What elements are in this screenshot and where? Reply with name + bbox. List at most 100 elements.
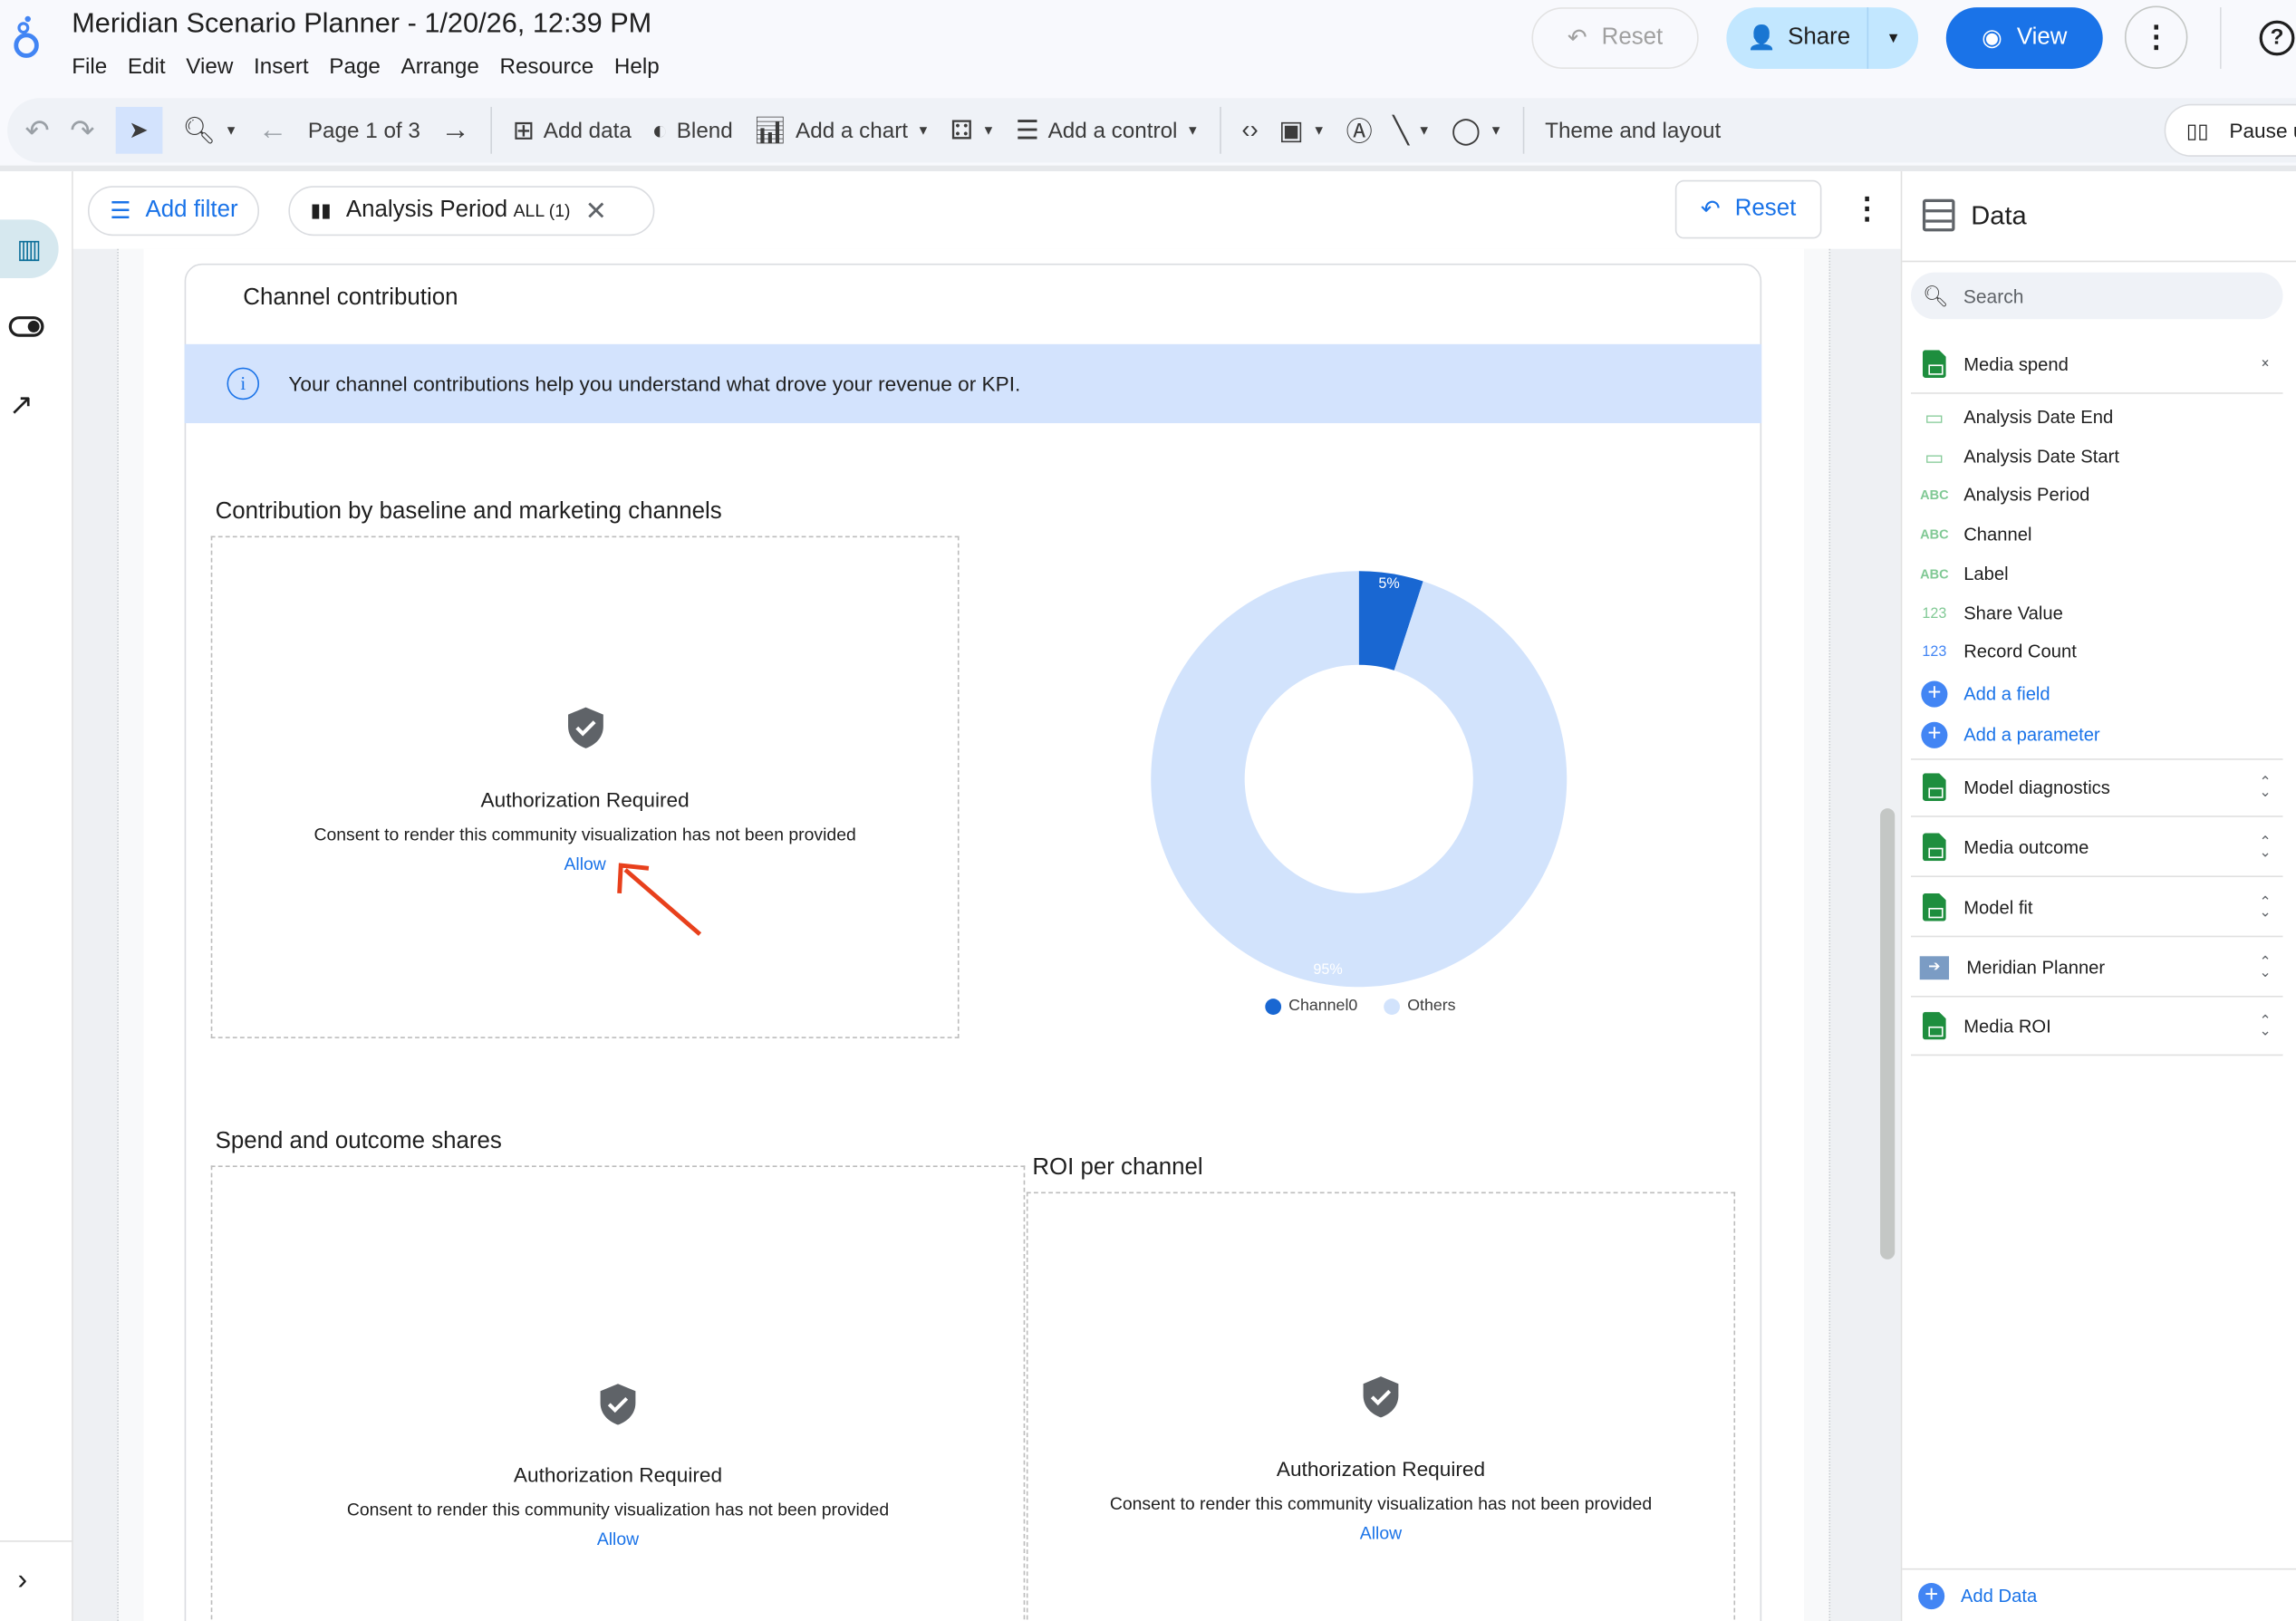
allow-link[interactable]: Allow bbox=[596, 1529, 640, 1549]
add-circle-icon: + bbox=[1918, 1583, 1945, 1610]
menu-resource[interactable]: Resource bbox=[499, 53, 594, 80]
report-page-icon[interactable]: ▥ bbox=[0, 219, 59, 279]
menu-page[interactable]: Page bbox=[329, 53, 381, 80]
field-item[interactable]: ABC Channel bbox=[1911, 520, 2280, 549]
shape-icon[interactable]: ◯ ▼ bbox=[1451, 114, 1503, 145]
add-circle-icon: + bbox=[1921, 721, 1948, 748]
close-icon[interactable]: ✕ bbox=[584, 195, 608, 226]
expand-icon[interactable]: ⌃ ⌄ bbox=[2259, 1012, 2272, 1039]
divider bbox=[2220, 7, 2222, 69]
section-title: Contribution by baseline and marketing c… bbox=[215, 499, 722, 525]
filter-more-icon[interactable]: ⋮ bbox=[1852, 193, 1882, 226]
divider bbox=[1902, 260, 2296, 263]
view-button[interactable]: ◉ View bbox=[1945, 7, 2103, 69]
line-icon[interactable]: ╲ ▼ bbox=[1393, 114, 1431, 145]
add-field-button[interactable]: + Add a field bbox=[1911, 680, 2280, 709]
divider bbox=[1522, 106, 1525, 154]
menu-edit[interactable]: Edit bbox=[127, 53, 166, 80]
menu-file[interactable]: File bbox=[72, 53, 108, 80]
share-dropdown-caret[interactable]: ▼ bbox=[1867, 7, 1919, 69]
looker-studio-logo[interactable] bbox=[12, 14, 41, 66]
menu-help[interactable]: Help bbox=[613, 53, 660, 80]
prev-page-icon[interactable]: ← bbox=[257, 113, 288, 146]
data-source-media-spend[interactable]: Media spend ⌄ ⌃ bbox=[1911, 335, 2283, 394]
add-parameter-button[interactable]: + Add a parameter bbox=[1911, 720, 2280, 749]
data-source-media-roi[interactable]: Media ROI ⌃ ⌄ bbox=[1911, 998, 2283, 1057]
menu-arrange[interactable]: Arrange bbox=[400, 53, 479, 80]
menu-view[interactable]: View bbox=[186, 53, 234, 80]
data-source-model-diagnostics[interactable]: Model diagnostics ⌃ ⌄ bbox=[1911, 758, 2283, 817]
sheets-icon bbox=[1922, 1011, 1946, 1040]
add-data-button[interactable]: ⊞ Add data bbox=[512, 114, 632, 145]
allow-link[interactable]: Allow bbox=[1359, 1522, 1403, 1544]
donut-slice-others[interactable] bbox=[1151, 571, 1568, 988]
text-box-icon[interactable]: Ⓐ bbox=[1346, 117, 1373, 147]
analysis-period-filter-chip[interactable]: ▮▮ Analysis Period ALL (1) ✕ bbox=[288, 186, 655, 236]
slice-label: 95% bbox=[1313, 961, 1342, 978]
undo-icon[interactable]: ↶ bbox=[24, 114, 50, 148]
data-source-media-outcome[interactable]: Media outcome ⌃ ⌄ bbox=[1911, 818, 2283, 878]
header-reset-button[interactable]: ↶ Reset bbox=[1531, 7, 1699, 69]
theme-layout-button[interactable]: Theme and layout bbox=[1545, 118, 1722, 143]
field-item[interactable]: ▭ Analysis Date End bbox=[1911, 402, 2280, 431]
select-cursor-icon[interactable]: ➤ bbox=[114, 106, 162, 154]
expand-icon[interactable]: ⌃ ⌄ bbox=[2259, 774, 2272, 801]
allow-link[interactable]: Allow bbox=[564, 854, 606, 874]
field-item[interactable]: ABC Label bbox=[1911, 559, 2280, 588]
expand-icon[interactable]: ⌃ ⌄ bbox=[2259, 893, 2272, 921]
canvas-scrollbar[interactable] bbox=[1880, 808, 1896, 1259]
next-page-icon[interactable]: → bbox=[440, 113, 470, 146]
menu-bar: File Edit View Insert Page Arrange Resou… bbox=[72, 54, 660, 79]
redo-icon[interactable]: ↷ bbox=[70, 114, 95, 148]
expand-icon[interactable]: ⌃ ⌄ bbox=[2259, 834, 2272, 861]
text-type-icon: ABC bbox=[1920, 487, 1949, 503]
info-icon: i bbox=[227, 367, 260, 400]
toolbar: ↶ ↷ ➤ 🔍︎ ▼ ← Page 1 of 3 → ⊞ Add data ◐ Ble… bbox=[7, 98, 2296, 163]
expand-chevron-icon[interactable]: › bbox=[17, 1563, 28, 1597]
add-control-button[interactable]: ☰ Add a control ▼ bbox=[1015, 114, 1200, 145]
filter-reset-button[interactable]: ↶ Reset bbox=[1674, 179, 1822, 239]
page-indicator[interactable]: Page 1 of 3 bbox=[307, 118, 420, 143]
data-source-meridian-planner[interactable]: ➔ Meridian Planner ⌃ ⌄ bbox=[1911, 939, 2283, 998]
red-arrow-annotation bbox=[617, 863, 702, 936]
pause-updates-button[interactable]: ▯▯Pause u bbox=[2164, 103, 2296, 157]
menu-insert[interactable]: Insert bbox=[254, 53, 309, 80]
date-icon: ▭ bbox=[1925, 404, 1944, 429]
field-item[interactable]: 123 Record Count bbox=[1911, 637, 2280, 666]
more-options-button[interactable]: ⋮ bbox=[2124, 5, 2188, 69]
add-data-button[interactable]: + Add Data bbox=[1908, 1581, 2277, 1610]
help-icon[interactable]: ? bbox=[2259, 20, 2295, 56]
field-item[interactable]: 123 Share Value bbox=[1911, 599, 2280, 628]
legend-item-channel0[interactable]: Channel0 bbox=[1265, 998, 1357, 1015]
collapse-icon[interactable]: ⌄ ⌃ bbox=[2259, 351, 2272, 378]
sheets-icon bbox=[1922, 833, 1946, 862]
embed-code-icon[interactable]: ‹› bbox=[1241, 115, 1259, 144]
panel-title: Data bbox=[1971, 200, 2027, 230]
eye-icon: ◉ bbox=[1982, 26, 2002, 52]
divider bbox=[1911, 758, 2283, 760]
donut-slice-channel0[interactable] bbox=[1358, 571, 1423, 671]
report-title[interactable]: Meridian Scenario Planner - 1/20/26, 12:… bbox=[72, 8, 652, 40]
legend-item-others[interactable]: Others bbox=[1384, 998, 1456, 1015]
toggle-icon[interactable] bbox=[8, 316, 44, 337]
data-source-model-fit[interactable]: Model fit ⌃ ⌄ bbox=[1911, 879, 2283, 938]
divider bbox=[1220, 106, 1221, 154]
blend-button[interactable]: ◐ Blend bbox=[651, 114, 733, 145]
zoom-icon[interactable]: 🔍︎ ▼ bbox=[182, 114, 238, 145]
image-icon[interactable]: ▣ ▼ bbox=[1278, 114, 1326, 145]
add-person-icon: 👤 bbox=[1747, 26, 1777, 52]
add-filter-button[interactable]: ☰ Add filter bbox=[87, 186, 260, 236]
field-search-input[interactable]: 🔍︎ Search bbox=[1911, 272, 2283, 320]
divider bbox=[0, 165, 2296, 172]
community-viz-button[interactable]: ⚃ ▼ bbox=[950, 114, 996, 145]
bar-chart-icon: ▮▮ bbox=[310, 198, 332, 222]
field-item[interactable]: ▭ Analysis Date Start bbox=[1911, 442, 2280, 471]
add-chart-button[interactable]: 📊︎ Add a chart ▼ bbox=[753, 114, 931, 145]
expand-icon[interactable]: ⌃ ⌄ bbox=[2259, 953, 2272, 980]
trend-icon[interactable]: ↗ bbox=[8, 389, 34, 422]
share-button[interactable]: 👤 Share ▼ bbox=[1726, 7, 1919, 69]
community-viz-placeholder: Authorization Required Consent to render … bbox=[210, 1165, 1026, 1621]
add-circle-icon: + bbox=[1921, 680, 1948, 708]
field-item[interactable]: ABC Analysis Period bbox=[1911, 480, 2280, 509]
number-type-icon: 123 bbox=[1922, 643, 1947, 661]
